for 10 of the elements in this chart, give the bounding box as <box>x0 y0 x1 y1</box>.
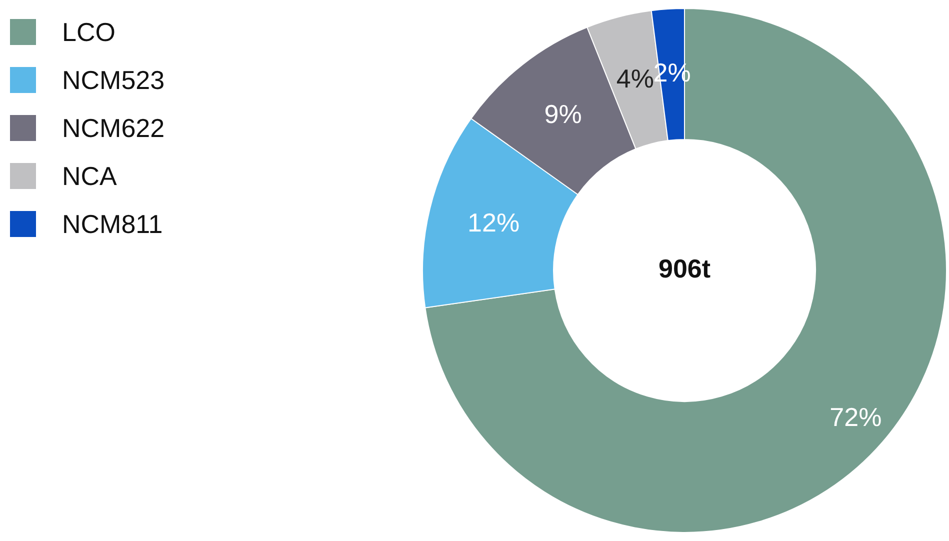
text: 906t <box>658 254 711 284</box>
data-label: 4% <box>616 63 654 94</box>
legend-label: NCM622 <box>62 112 165 144</box>
legend-label: LCO <box>62 16 116 48</box>
data-label: 72% <box>830 402 882 432</box>
data-label: 9% <box>544 99 582 130</box>
data-label: 12% <box>468 207 520 238</box>
legend-label: NCM811 <box>62 208 163 240</box>
legend-label: NCA <box>62 160 117 192</box>
legend-label: NCM523 <box>62 64 165 96</box>
